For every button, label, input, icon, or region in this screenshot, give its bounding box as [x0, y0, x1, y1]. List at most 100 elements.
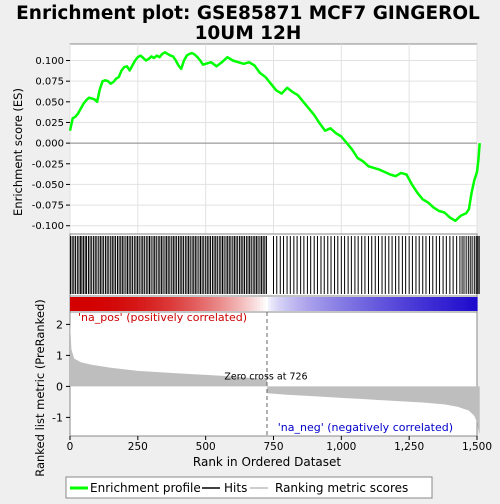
- heatmap-cell: [238, 297, 242, 311]
- heatmap-cell: [403, 297, 408, 311]
- heatmap-cell: [124, 297, 128, 311]
- heatmap-cell: [382, 297, 386, 311]
- heatmap-cell: [140, 297, 144, 311]
- heatmap-cell: [246, 297, 250, 311]
- legend-ranking-label: Ranking metric scores: [275, 481, 408, 495]
- x-axis: 0 250 500 750 1,000 1,250 1,500: [67, 436, 492, 453]
- heatmap-cell: [235, 297, 239, 311]
- heatmap-cell: [186, 297, 190, 311]
- heatmap-cell: [164, 297, 169, 311]
- heatmap-cell: [192, 297, 196, 311]
- heatmap-cell: [401, 297, 405, 311]
- heatmap-cell: [151, 297, 155, 311]
- x-tick-label: 1,500: [462, 441, 492, 453]
- heatmap-cell: [118, 297, 123, 311]
- heatmap-cell: [230, 297, 234, 311]
- heatmap-cell: [354, 297, 359, 311]
- chart-title-line-2: 10UM 12H: [195, 23, 302, 44]
- enrichment-profile-line: [68, 51, 481, 223]
- heatmap-cell: [129, 297, 134, 311]
- heatmap-cell: [211, 297, 215, 311]
- pos-correlated-label: 'na_pos' (positively correlated): [78, 311, 247, 324]
- heatmap-cell: [439, 297, 443, 311]
- heatmap-cell: [159, 297, 163, 311]
- heatmap-cell: [205, 297, 209, 311]
- rank-y-tick-label: 2: [56, 318, 63, 331]
- heatmap-cell: [395, 297, 399, 311]
- heatmap-cell: [335, 297, 340, 311]
- heatmap-cell: [137, 297, 142, 311]
- es-grid: [69, 44, 478, 234]
- heatmap-cell: [325, 297, 329, 311]
- heatmap-cell: [121, 297, 125, 311]
- heatmap-cell: [441, 297, 446, 311]
- heatmap-cell: [170, 297, 174, 311]
- heatmap-cell: [322, 297, 326, 311]
- es-y-tick-label: 0.025: [35, 118, 64, 129]
- es-y-axis: 0.100 0.075 0.050 0.025 0.000 -0.025 -0.050 -0.…: [32, 56, 70, 232]
- heatmap-cell: [249, 297, 253, 311]
- heatmap-cell: [333, 297, 337, 311]
- heatmap-cell: [278, 297, 283, 311]
- heatmap-cell: [341, 297, 345, 311]
- legend-enrichment-label: Enrichment profile: [90, 481, 201, 495]
- heatmap-cell: [183, 297, 188, 311]
- heatmap-cell: [270, 297, 275, 311]
- heatmap-cell: [94, 297, 98, 311]
- heatmap-cell: [181, 297, 185, 311]
- heatmap-cell: [70, 297, 74, 311]
- heatmap-cell: [148, 297, 152, 311]
- heatmap-cell: [308, 297, 313, 311]
- heatmap-cell: [460, 297, 465, 311]
- heatmap-cell: [409, 297, 413, 311]
- heatmap-cell: [259, 297, 264, 311]
- heatmap-cell: [463, 297, 467, 311]
- rank-y-tick-label: 0: [56, 380, 63, 393]
- x-tick-label: 750: [263, 441, 283, 453]
- chart-title: Enrichment plot: GSE85871 MCF7 GINGEROL …: [16, 3, 480, 44]
- legend-hits-label: Hits: [224, 481, 247, 495]
- heatmap-cell: [219, 297, 223, 311]
- rank-y-axis: 2 1 0 -1: [52, 318, 70, 424]
- heatmap-cell: [86, 297, 90, 311]
- heatmap-cell: [213, 297, 218, 311]
- heatmap-cell: [102, 297, 106, 311]
- es-y-tick-label: -0.100: [32, 221, 64, 232]
- heatmap-cell: [135, 297, 139, 311]
- heatmap-cell: [202, 297, 207, 311]
- hits-marks: [70, 236, 480, 294]
- heatmap-cell: [352, 297, 356, 311]
- heatmap-cell: [392, 297, 397, 311]
- heatmap-cell: [468, 297, 473, 311]
- heatmap-cell: [287, 297, 291, 311]
- heatmap-cell: [314, 297, 318, 311]
- x-axis-label: Rank in Ordered Dataset: [193, 455, 341, 469]
- neg-correlated-label: 'na_neg' (negatively correlated): [278, 421, 453, 434]
- heatmap-cell: [257, 297, 261, 311]
- es-y-tick-label: -0.075: [32, 201, 64, 212]
- ranking-metric-area: [70, 321, 480, 435]
- heatmap-cell: [200, 297, 204, 311]
- heatmap-cell: [254, 297, 258, 311]
- heatmap-cell: [295, 297, 299, 311]
- heatmap-cell: [417, 297, 421, 311]
- heatmap-cell: [384, 297, 389, 311]
- heatmap-cell: [105, 297, 109, 311]
- heatmap-cell: [197, 297, 201, 311]
- heatmap-cell: [376, 297, 380, 311]
- heatmap-cell: [420, 297, 424, 311]
- heatmap-cell: [430, 297, 435, 311]
- heatmap-cell: [80, 297, 85, 311]
- heatmap-cell: [414, 297, 418, 311]
- heatmap-cell: [365, 297, 370, 311]
- heatmap-cell: [83, 297, 87, 311]
- heatmap-cell: [78, 297, 82, 311]
- heatmap-cell: [422, 297, 427, 311]
- heatmap-cell: [371, 297, 375, 311]
- heatmap-cell: [297, 297, 302, 311]
- heatmap-cell: [154, 297, 158, 311]
- heatmap-cell: [379, 297, 383, 311]
- rank-y-tick-label: 1: [56, 349, 63, 362]
- heatmap-cell: [471, 297, 475, 311]
